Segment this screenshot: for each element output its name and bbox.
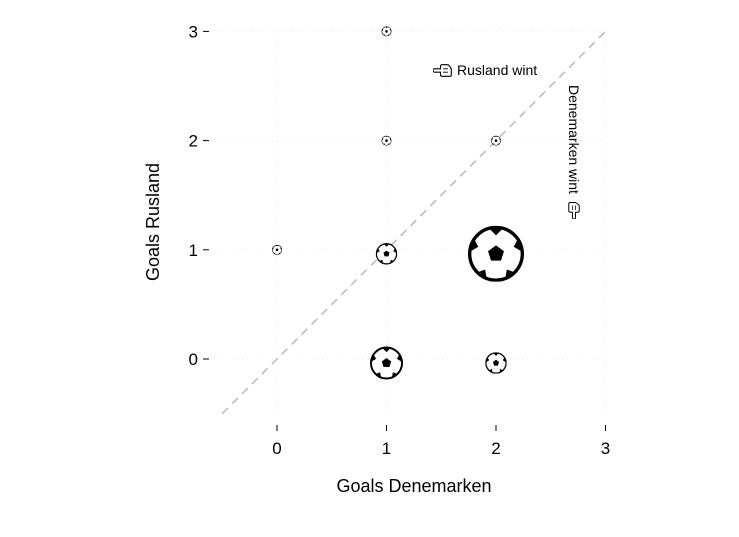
y-tick-label: 0	[189, 350, 198, 369]
y-tick-label: 1	[189, 241, 198, 260]
y-axis-title: Goals Rusland	[143, 163, 163, 281]
x-tick-label: 3	[601, 439, 610, 458]
pointing-hand-left-icon	[433, 64, 452, 77]
soccer-ball-icon	[381, 135, 392, 146]
soccer-ball-icon	[272, 244, 282, 255]
x-axis-title: Goals Denemarken	[336, 476, 491, 496]
soccer-ball-icon	[375, 243, 398, 265]
soccer-ball-icon	[485, 352, 507, 374]
soccer-ball-icon	[468, 225, 524, 282]
annotation-denemarken-wint: Denemarken wint	[566, 85, 582, 219]
soccer-ball-icon	[381, 26, 392, 37]
y-axis: 0 1 2 3	[189, 22, 209, 369]
y-tick-label: 2	[189, 132, 198, 151]
y-tick-label: 3	[189, 22, 198, 41]
x-axis: 0 1 2 3	[272, 425, 610, 458]
annotation-rusland-wint: Rusland wint	[433, 62, 537, 78]
pointing-hand-down-icon	[568, 201, 580, 219]
x-tick-label: 1	[382, 439, 391, 458]
data-points	[272, 26, 524, 380]
soccer-ball-icon	[370, 346, 403, 380]
x-tick-label: 2	[491, 439, 500, 458]
reference-diagonal-line	[221, 30, 607, 415]
annotation-rusland-wint-label: Rusland wint	[457, 62, 537, 78]
annotation-denemarken-wint-label: Denemarken wint	[566, 85, 582, 194]
x-tick-label: 0	[272, 439, 281, 458]
soccer-ball-icon	[491, 135, 501, 146]
